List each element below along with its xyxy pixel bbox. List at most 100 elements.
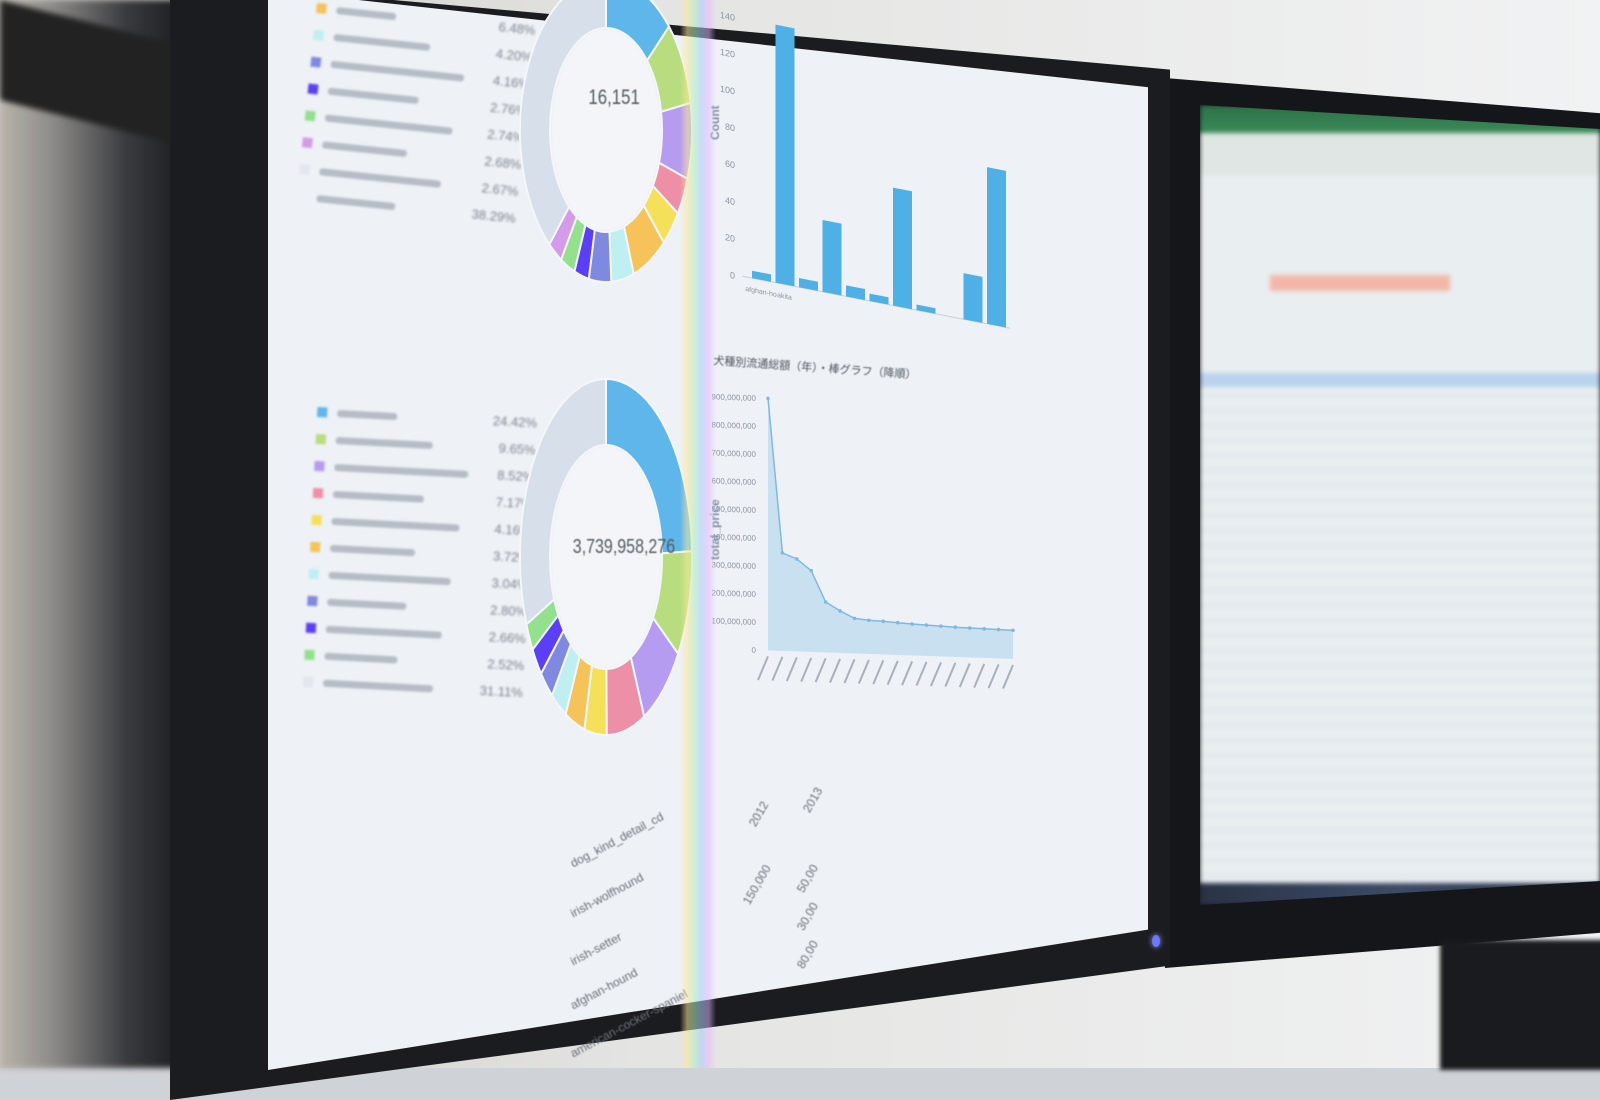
screen-glare [680,0,716,1068]
area-fill [768,398,1013,659]
legend-swatch [315,433,327,444]
spreadsheet-row [1200,500,1600,501]
bar[interactable] [846,285,865,301]
legend-label-blurred [337,405,488,428]
donut-chart-top [519,0,693,283]
y-tick-label: 300,000,000 [712,560,757,571]
y-tick-label: 0 [730,270,735,281]
x-tick-label-blurred [958,663,971,688]
y-tick-label: 20 [725,232,735,244]
legend-label-blurred [331,513,482,536]
left-monitor [0,0,180,1068]
legend-swatch [302,676,314,687]
monitor-stand [1440,940,1600,1070]
x-tick-label-blurred [843,658,856,684]
bar[interactable] [893,187,912,310]
y-tick-label: 600,000,000 [712,476,757,487]
spreadsheet-row [1200,635,1600,636]
legend-swatch [313,29,325,41]
legend-label-blurred [327,594,478,617]
x-tick-label: afghan-ho [745,286,777,299]
x-tick-label-blurred [973,663,986,688]
y-tick-label: 700,000,000 [712,448,757,459]
spreadsheet-row [1200,455,1600,456]
donut-bottom-total: 3,739,958,276 [572,536,676,558]
spreadsheet-screen [1200,105,1600,905]
data-point[interactable] [766,396,770,401]
x-tick-label-blurred [857,659,870,684]
data-point[interactable] [867,618,871,623]
bar[interactable] [752,270,771,282]
data-point[interactable] [895,620,900,625]
y-tick-label: 120 [720,47,735,60]
legend-swatch [304,649,315,660]
data-point[interactable] [939,624,943,628]
data-point[interactable] [838,609,842,613]
data-point[interactable] [780,551,785,555]
legend-label-blurred [322,675,474,698]
legend-swatch [310,56,322,68]
spreadsheet-row [1200,470,1600,471]
donut-hole [552,30,660,230]
spreadsheet-row [1200,575,1600,576]
data-point[interactable] [953,625,958,630]
spreadsheet-header-row [1200,373,1600,387]
x-tick-label-blurred [829,658,841,683]
data-point[interactable] [967,626,972,630]
bar[interactable] [822,219,842,296]
donut-slice[interactable] [519,377,607,627]
data-point[interactable] [1011,628,1015,633]
legend-swatch [314,460,325,471]
donut-top-total: 16,151 [588,86,640,109]
spreadsheet-row [1200,755,1600,756]
spreadsheet-row [1200,665,1600,666]
y-tick-label: 80 [725,122,735,134]
y-tick-label: 140 [720,10,735,23]
bar[interactable] [987,167,1006,328]
spreadsheet-row [1200,830,1600,831]
bar[interactable] [869,293,889,305]
spreadsheet-row [1200,800,1600,801]
data-point[interactable] [996,627,1001,632]
data-point[interactable] [809,568,814,573]
y-tick-label: 400,000,000 [712,532,757,543]
spreadsheet-row [1200,740,1600,741]
spreadsheet-row [1200,875,1600,876]
bar[interactable] [916,304,936,314]
data-point[interactable] [881,619,886,624]
bar[interactable] [799,278,818,291]
legend-label-blurred [325,621,477,644]
legend-label-blurred [329,540,481,563]
spreadsheet-row [1200,440,1600,441]
x-tick-label-blurred [800,657,813,682]
legend-swatch [309,541,321,552]
spreadsheet-row [1200,545,1600,546]
donut-chart-bottom [519,377,693,737]
data-point[interactable] [795,557,799,561]
y-tick-label: 800,000,000 [712,420,757,431]
bar-chart: 0 20 40 60 80 100 120 140 afghan-ho akita [720,10,1010,329]
spreadsheet-row [1200,815,1600,816]
bar[interactable] [963,273,983,323]
spreadsheet-highlight [1270,275,1450,291]
x-tick-label-blurred [915,661,928,686]
data-point[interactable] [852,616,857,621]
spreadsheet-row [1200,485,1600,486]
data-point[interactable] [910,622,914,626]
legend-swatch [307,83,319,95]
data-point[interactable] [982,627,986,631]
donut-slice[interactable] [519,0,607,247]
legend-swatch [312,487,324,498]
legend-swatch [296,190,307,201]
data-point[interactable] [823,600,828,604]
legend-label-blurred [328,567,479,590]
power-indicator-light [1152,935,1160,947]
spreadsheet-row [1200,515,1600,516]
legend-swatch [299,163,311,175]
y-tick-label: 40 [725,195,735,207]
spreadsheet-row [1200,395,1600,396]
bar[interactable] [775,24,795,287]
legend-swatch [317,406,328,417]
legend-swatch [316,2,328,14]
data-point[interactable] [924,623,929,627]
